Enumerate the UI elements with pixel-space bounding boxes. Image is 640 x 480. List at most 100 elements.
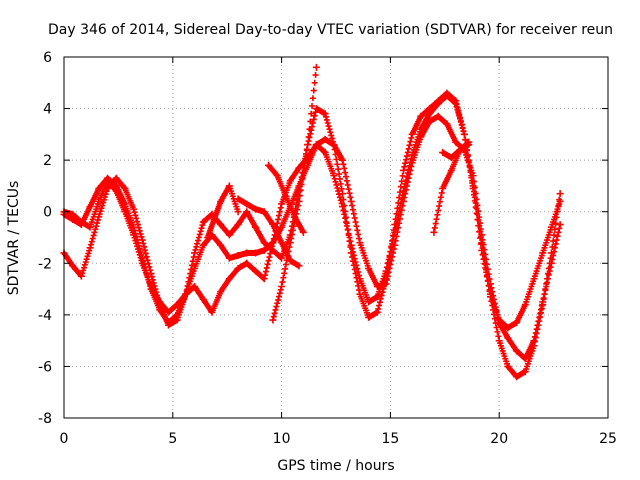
data-point [243, 200, 251, 208]
data-point [278, 200, 286, 208]
data-point [408, 159, 416, 167]
data-point [295, 262, 303, 270]
data-point [269, 316, 277, 324]
data-point [121, 208, 129, 216]
data-point [199, 218, 207, 226]
data-point [330, 172, 338, 180]
data-point [299, 228, 307, 236]
y-tick-label: -2 [38, 256, 52, 272]
data-point [469, 172, 477, 180]
y-tick-label: 0 [43, 205, 52, 221]
data-point [251, 223, 259, 231]
data-point [251, 205, 259, 213]
data-point [495, 319, 503, 327]
data-point [521, 368, 529, 376]
data-point [408, 130, 416, 138]
data-point [321, 148, 329, 156]
data-point [278, 254, 286, 262]
data-point [539, 249, 547, 257]
data-point [208, 308, 216, 316]
data-point [504, 362, 512, 370]
data-point [356, 290, 364, 298]
data-point [260, 239, 268, 247]
data-point [452, 97, 460, 105]
data-point [434, 97, 442, 105]
series-fill-marks [270, 72, 319, 320]
data-point [304, 141, 312, 149]
data-point [251, 249, 259, 257]
data-point [504, 334, 512, 342]
data-point [365, 264, 373, 272]
data-point [130, 205, 138, 213]
data-point [251, 267, 259, 275]
chart-title: Day 346 of 2014, Sidereal Day-to-day VTE… [48, 22, 613, 38]
y-tick-label: 6 [43, 50, 52, 66]
y-tick-label: -6 [38, 359, 52, 375]
data-point [304, 161, 312, 169]
data-point [504, 324, 512, 332]
data-point [347, 249, 355, 257]
data-point [112, 174, 120, 182]
data-point [225, 231, 233, 239]
x-axis-label: GPS time / hours [277, 458, 394, 474]
data-point [330, 141, 338, 149]
data-point [321, 136, 329, 144]
data-point [556, 190, 564, 198]
data-point [439, 185, 447, 193]
data-point [443, 89, 451, 97]
data-point [156, 298, 164, 306]
data-point [199, 241, 207, 249]
data-point [204, 234, 212, 241]
data-point [356, 239, 364, 247]
data-point [417, 112, 425, 120]
data-point [278, 239, 286, 247]
x-tick-label: 5 [168, 431, 177, 447]
data-point [77, 272, 85, 280]
data-point [430, 228, 438, 236]
y-tick-label: 4 [43, 102, 52, 118]
data-point [447, 166, 455, 174]
data-point [373, 293, 381, 301]
data-point [95, 197, 103, 205]
data-point [86, 223, 94, 231]
data-point [225, 182, 233, 190]
data-point [77, 218, 85, 226]
data-point [217, 221, 225, 229]
data-point [282, 192, 290, 200]
y-axis-label: SDTVAR / TECUs [6, 181, 22, 296]
data-point [513, 319, 521, 327]
data-point [465, 138, 473, 146]
data-point [426, 117, 434, 125]
series-track-5 [269, 63, 320, 324]
data-point [217, 241, 225, 249]
data-point [234, 208, 242, 216]
data-point [447, 154, 455, 162]
data-point [138, 259, 146, 267]
data-point [530, 275, 538, 283]
data-point [191, 282, 199, 290]
data-point [347, 197, 355, 205]
data-point [365, 313, 373, 321]
data-point [439, 148, 447, 156]
data-point [460, 130, 468, 138]
data-point [210, 215, 218, 223]
data-point [269, 239, 277, 247]
data-point [269, 221, 277, 229]
data-point [456, 146, 464, 154]
data-point [495, 337, 503, 345]
data-series [60, 63, 564, 381]
data-point [365, 298, 373, 306]
x-tick-labels: 0 5 10 15 20 25 [60, 431, 617, 447]
data-point [260, 208, 268, 216]
data-point [164, 321, 172, 329]
data-point [321, 110, 329, 118]
data-point [217, 197, 225, 205]
data-point [191, 249, 199, 257]
y-tick-label: 2 [43, 153, 52, 169]
data-point [147, 270, 155, 278]
data-point [486, 280, 494, 288]
x-tick-label: 10 [273, 431, 291, 447]
